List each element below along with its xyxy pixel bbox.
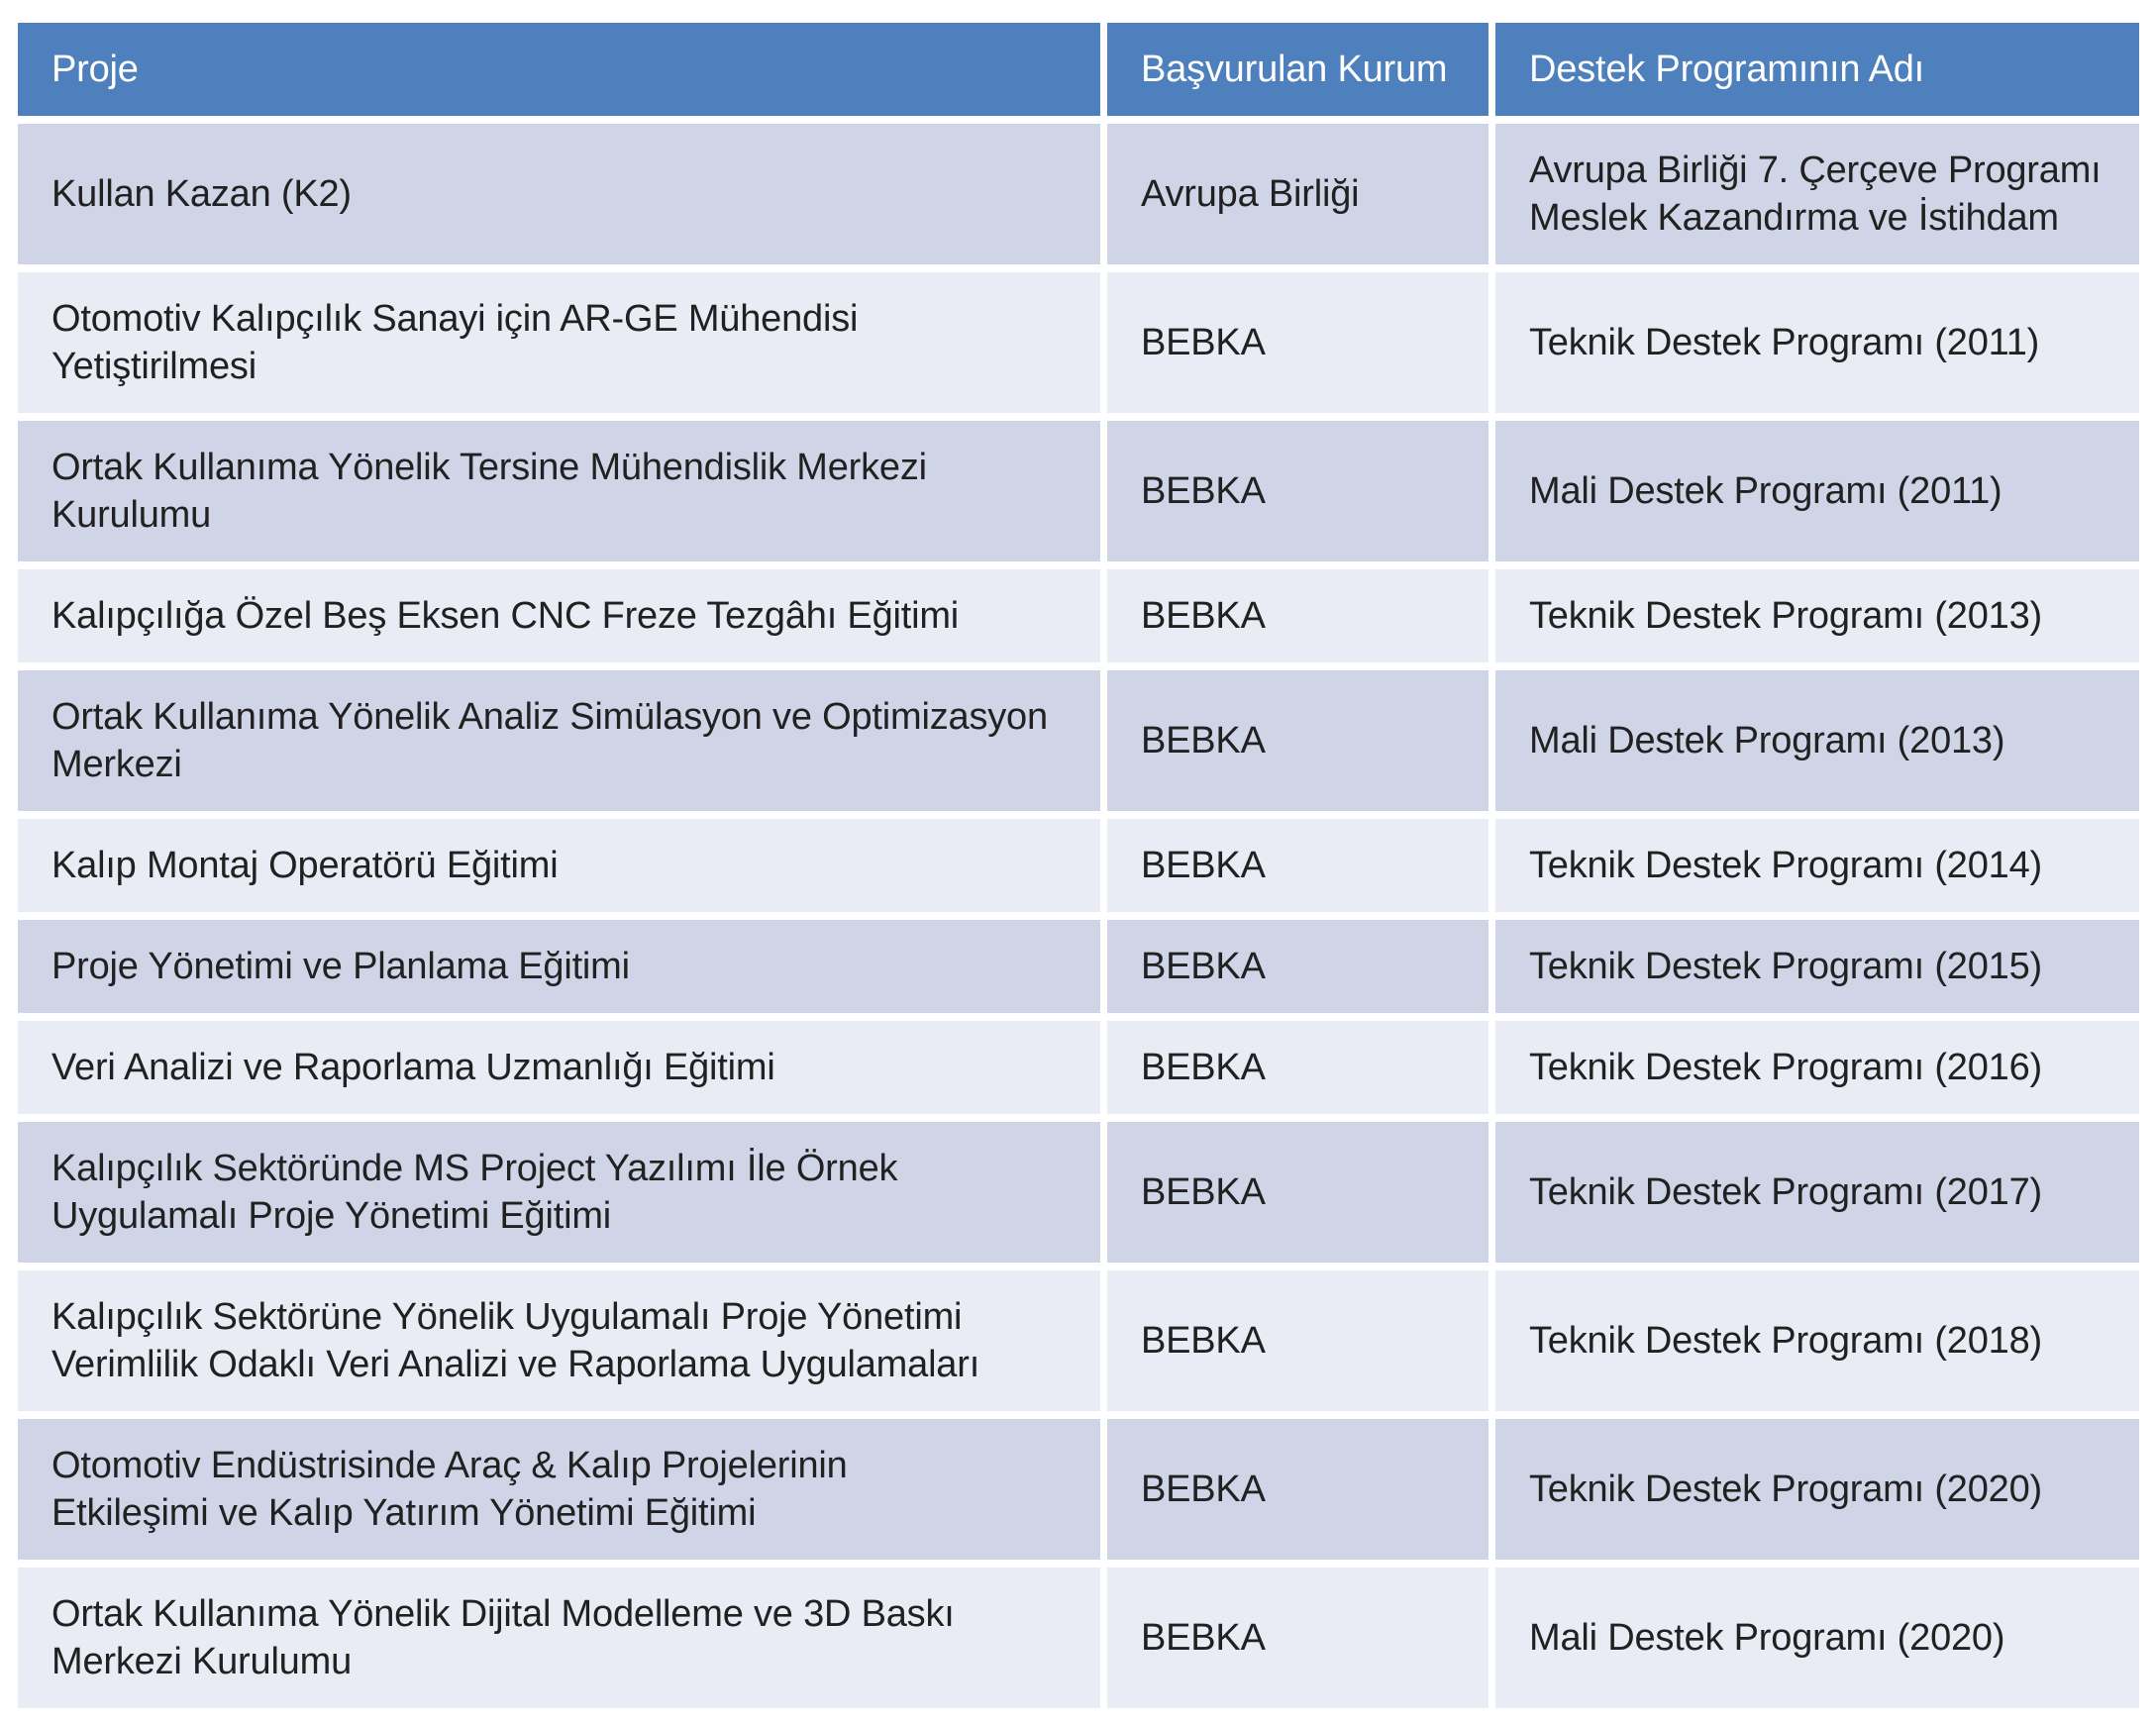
cell-proje: Kalıp Montaj Operatörü Eğitimi [18, 819, 1100, 912]
cell-program: Teknik Destek Programı (2016) [1495, 1021, 2139, 1114]
projects-table: Proje Başvurulan Kurum Destek Programını… [11, 15, 2146, 1716]
table-row: Kalıpçılığa Özel Beş Eksen CNC Freze Tez… [18, 569, 2139, 662]
table-row: Ortak Kullanıma Yönelik Tersine Mühendis… [18, 421, 2139, 561]
table-row: Otomotiv Endüstrisinde Araç & Kalıp Proj… [18, 1419, 2139, 1560]
cell-program: Teknik Destek Programı (2013) [1495, 569, 2139, 662]
cell-kurum: BEBKA [1107, 421, 1489, 561]
cell-kurum: BEBKA [1107, 670, 1489, 811]
cell-program: Mali Destek Programı (2013) [1495, 670, 2139, 811]
cell-kurum: BEBKA [1107, 1122, 1489, 1263]
cell-proje: Otomotiv Endüstrisinde Araç & Kalıp Proj… [18, 1419, 1100, 1560]
cell-proje: Kalıpçılık Sektöründe MS Project Yazılım… [18, 1122, 1100, 1263]
cell-kurum: BEBKA [1107, 1419, 1489, 1560]
cell-program: Teknik Destek Programı (2017) [1495, 1122, 2139, 1263]
table-row: Veri Analizi ve Raporlama Uzmanlığı Eğit… [18, 1021, 2139, 1114]
table-row: Proje Yönetimi ve Planlama Eğitimi BEBKA… [18, 920, 2139, 1013]
cell-proje: Ortak Kullanıma Yönelik Analiz Simülasyo… [18, 670, 1100, 811]
cell-kurum: BEBKA [1107, 1021, 1489, 1114]
table-row: Kalıpçılık Sektöründe MS Project Yazılım… [18, 1122, 2139, 1263]
cell-kurum: BEBKA [1107, 1568, 1489, 1708]
cell-kurum: Avrupa Birliği [1107, 124, 1489, 264]
cell-kurum: BEBKA [1107, 569, 1489, 662]
cell-proje: Kalıpçılık Sektörüne Yönelik Uygulamalı … [18, 1270, 1100, 1411]
cell-proje: Kullan Kazan (K2) [18, 124, 1100, 264]
cell-program: Teknik Destek Programı (2014) [1495, 819, 2139, 912]
cell-program: Teknik Destek Programı (2020) [1495, 1419, 2139, 1560]
column-header-basvurulan-kurum: Başvurulan Kurum [1107, 23, 1489, 116]
table-row: Kalıp Montaj Operatörü Eğitimi BEBKA Tek… [18, 819, 2139, 912]
table-row: Kullan Kazan (K2) Avrupa Birliği Avrupa … [18, 124, 2139, 264]
cell-program: Teknik Destek Programı (2018) [1495, 1270, 2139, 1411]
cell-program: Avrupa Birliği 7. Çerçeve Programı Mesle… [1495, 124, 2139, 264]
column-header-destek-programi: Destek Programının Adı [1495, 23, 2139, 116]
cell-program: Mali Destek Programı (2020) [1495, 1568, 2139, 1708]
table-row: Ortak Kullanıma Yönelik Dijital Modellem… [18, 1568, 2139, 1708]
table-row: Kalıpçılık Sektörüne Yönelik Uygulamalı … [18, 1270, 2139, 1411]
cell-proje: Ortak Kullanıma Yönelik Tersine Mühendis… [18, 421, 1100, 561]
header-row: Proje Başvurulan Kurum Destek Programını… [18, 23, 2139, 116]
cell-program: Teknik Destek Programı (2015) [1495, 920, 2139, 1013]
cell-proje: Kalıpçılığa Özel Beş Eksen CNC Freze Tez… [18, 569, 1100, 662]
cell-kurum: BEBKA [1107, 819, 1489, 912]
table-row: Otomotiv Kalıpçılık Sanayi için AR-GE Mü… [18, 272, 2139, 413]
column-header-proje: Proje [18, 23, 1100, 116]
cell-kurum: BEBKA [1107, 1270, 1489, 1411]
cell-proje: Otomotiv Kalıpçılık Sanayi için AR-GE Mü… [18, 272, 1100, 413]
cell-kurum: BEBKA [1107, 920, 1489, 1013]
cell-proje: Ortak Kullanıma Yönelik Dijital Modellem… [18, 1568, 1100, 1708]
cell-program: Teknik Destek Programı (2011) [1495, 272, 2139, 413]
cell-proje: Proje Yönetimi ve Planlama Eğitimi [18, 920, 1100, 1013]
table-row: Ortak Kullanıma Yönelik Analiz Simülasyo… [18, 670, 2139, 811]
cell-program: Mali Destek Programı (2011) [1495, 421, 2139, 561]
cell-proje: Veri Analizi ve Raporlama Uzmanlığı Eğit… [18, 1021, 1100, 1114]
cell-kurum: BEBKA [1107, 272, 1489, 413]
